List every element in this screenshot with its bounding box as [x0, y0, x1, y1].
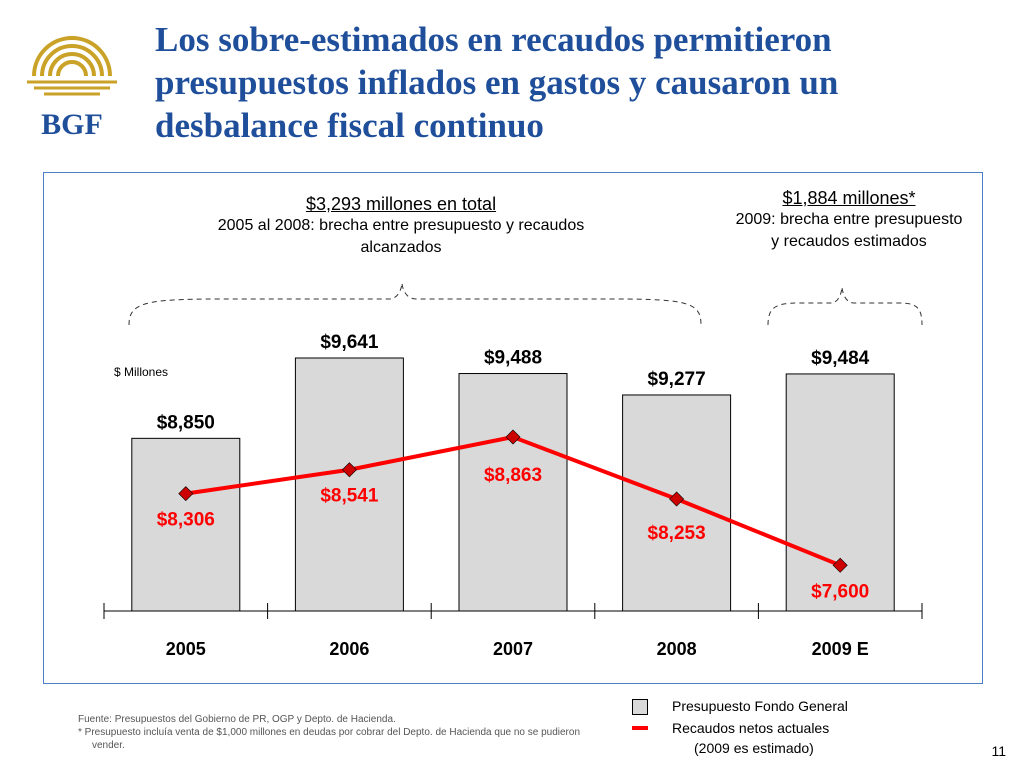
- bar-2006: [294, 357, 404, 612]
- bar-2007: [458, 373, 568, 612]
- bar-value-label: $9,277: [648, 369, 706, 390]
- revenue-value-label: $8,541: [320, 486, 379, 507]
- slide-title: Los sobre-estimados en recaudos permitie…: [155, 20, 839, 145]
- revenue-marker: [505, 429, 521, 445]
- annotation-left-desc: 2005 al 2008: brecha entre presupuesto y…: [217, 217, 585, 256]
- revenue-marker: [341, 462, 357, 478]
- revenue-value-label: $8,306: [157, 510, 215, 531]
- revenue-labels-group: $8,306 $8,541 $8,863 $8,253 $7,600: [157, 465, 870, 602]
- bar-value-label: $9,641: [320, 332, 379, 353]
- x-tick-label: 2006: [329, 639, 369, 659]
- footnote: * Presupuesto incluía venta de $1,000 mi…: [78, 727, 581, 751]
- x-tick-label: 2008: [657, 639, 697, 659]
- annotation-2009: $1,884 millones* 2009: brecha entre pres…: [734, 187, 964, 253]
- annotation-right-total: $1,884 millones*: [782, 188, 916, 208]
- logo-text: BGF: [41, 108, 103, 141]
- legend-label-budget: Presupuesto Fondo General: [672, 698, 848, 714]
- line-swatch-icon: [632, 726, 648, 730]
- sun-emblem-icon: BGF: [27, 36, 117, 141]
- revenue-marker: [832, 557, 848, 573]
- revenue-value-label: $8,863: [484, 465, 542, 486]
- page-number: 11: [991, 743, 1006, 759]
- source-line: Fuente: Presupuestos del Gobierno de PR,…: [78, 714, 396, 725]
- revenue-markers-group: [178, 429, 848, 573]
- legend-label-revenue: Recaudos netos actuales: [672, 720, 830, 736]
- annotation-2005-2008: $3,293 millones en total 2005 al 2008: b…: [151, 193, 651, 259]
- bar-swatch-icon: [632, 699, 648, 715]
- x-tick-label: 2009 E: [812, 639, 869, 659]
- bar-value-label: $9,484: [811, 348, 870, 369]
- brace-2009: [767, 286, 923, 326]
- bar-value-label: $9,488: [484, 348, 542, 369]
- bar-line-chart: $ Millones $8,850 $9,641 $9,488 $9,277 $9,48…: [103, 282, 923, 659]
- revenue-marker: [669, 491, 685, 507]
- bgf-logo: BGF: [22, 14, 122, 144]
- annotation-right-desc: 2009: brecha entre presupuesto y recaudo…: [735, 211, 963, 250]
- x-tick-label: 2005: [166, 639, 206, 659]
- unit-label: $ Millones: [114, 365, 168, 379]
- bar-value-label: $8,850: [157, 412, 215, 433]
- chart-frame: $ Millones $8,850 $9,641 $9,488 $9,277 $9,48…: [43, 172, 983, 684]
- x-tick-labels-group: 2005 2006 2007 2008 2009 E: [166, 639, 869, 659]
- revenue-marker: [178, 486, 194, 502]
- x-ticks-group: [103, 603, 923, 619]
- revenue-value-label: $7,600: [811, 581, 869, 602]
- revenue-value-label: $8,253: [648, 523, 706, 544]
- x-tick-label: 2007: [493, 639, 533, 659]
- bar-labels-group: $8,850 $9,641 $9,488 $9,277 $9,484: [157, 332, 870, 433]
- bar-2005: [131, 437, 241, 612]
- annotation-left-total: $3,293 millones en total: [305, 194, 497, 214]
- bar-2009-e: [785, 373, 895, 612]
- source-notes: Fuente: Presupuestos del Gobierno de PR,…: [78, 713, 598, 752]
- brace-2005-2008: [128, 282, 702, 326]
- legend-note-revenue: (2009 es estimado): [694, 740, 814, 756]
